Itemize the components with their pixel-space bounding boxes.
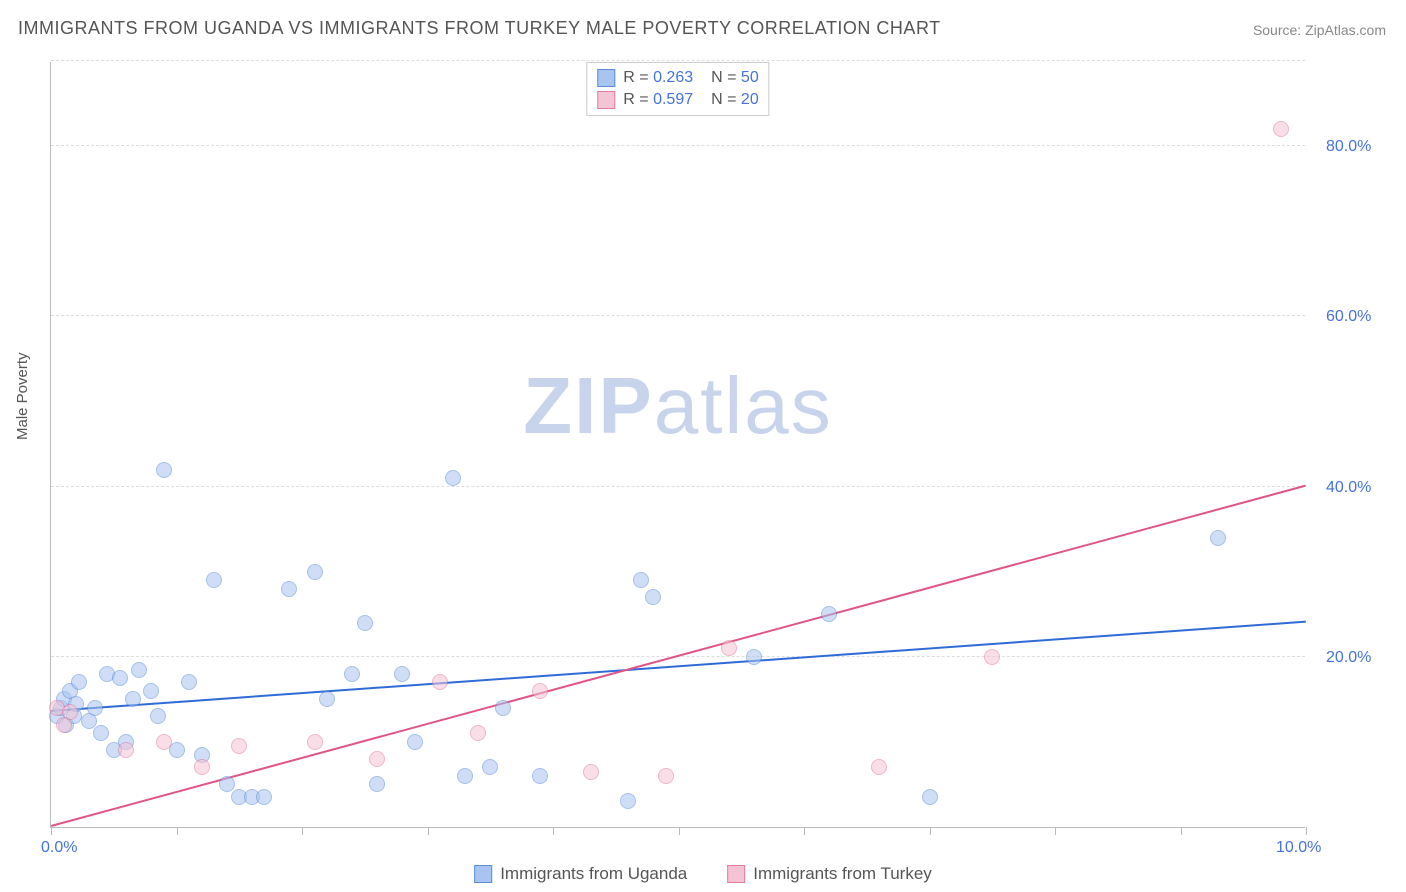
legend-r-label: R = 0.263 xyxy=(623,69,693,87)
data-point xyxy=(112,670,128,686)
data-point xyxy=(181,674,197,690)
data-point xyxy=(445,470,461,486)
data-point xyxy=(394,666,410,682)
data-point xyxy=(821,606,837,622)
data-point xyxy=(746,649,762,665)
data-point xyxy=(369,776,385,792)
data-point xyxy=(432,674,448,690)
data-point xyxy=(93,725,109,741)
data-point xyxy=(231,738,247,754)
x-tick xyxy=(553,827,554,835)
data-point xyxy=(532,768,548,784)
y-tick-label: 20.0% xyxy=(1326,649,1371,667)
data-point xyxy=(307,734,323,750)
data-point xyxy=(307,564,323,580)
legend-series-name: Immigrants from Turkey xyxy=(753,864,932,884)
x-tick xyxy=(302,827,303,835)
data-point xyxy=(156,734,172,750)
scatter-plot: ZIPatlas R = 0.263N = 50R = 0.597N = 20 … xyxy=(50,62,1305,828)
data-point xyxy=(125,691,141,707)
data-point xyxy=(457,768,473,784)
data-point xyxy=(219,776,235,792)
y-axis-label: Male Poverty xyxy=(14,352,31,440)
data-point xyxy=(633,572,649,588)
data-point xyxy=(194,759,210,775)
gridline xyxy=(51,145,1305,146)
data-point xyxy=(71,674,87,690)
series-legend: Immigrants from Uganda Immigrants from Tu… xyxy=(474,864,932,884)
legend-row: R = 0.263 N = 50 xyxy=(597,67,758,89)
data-point xyxy=(118,742,134,758)
data-point xyxy=(143,683,159,699)
chart-title: IMMIGRANTS FROM UGANDA VS IMMIGRANTS FRO… xyxy=(18,18,941,39)
data-point xyxy=(620,793,636,809)
gridline xyxy=(51,315,1305,316)
legend-swatch xyxy=(597,91,615,109)
data-point xyxy=(206,572,222,588)
legend-n-label: N = 20 xyxy=(711,91,759,109)
data-point xyxy=(1210,530,1226,546)
y-tick-label: 40.0% xyxy=(1326,479,1371,497)
watermark-light: atlas xyxy=(654,361,833,450)
legend-item: Immigrants from Uganda xyxy=(474,864,687,884)
data-point xyxy=(1273,121,1289,137)
x-tick xyxy=(51,827,52,835)
data-point xyxy=(156,462,172,478)
data-point xyxy=(407,734,423,750)
y-tick-label: 60.0% xyxy=(1326,308,1371,326)
x-tick xyxy=(1055,827,1056,835)
x-tick xyxy=(679,827,680,835)
x-tick xyxy=(428,827,429,835)
legend-r-label: R = 0.597 xyxy=(623,91,693,109)
legend-series-name: Immigrants from Uganda xyxy=(500,864,687,884)
data-point xyxy=(482,759,498,775)
data-point xyxy=(495,700,511,716)
data-point xyxy=(344,666,360,682)
x-tick xyxy=(1181,827,1182,835)
x-tick-label: 0.0% xyxy=(41,839,77,857)
legend-row: R = 0.597 N = 20 xyxy=(597,89,758,111)
data-point xyxy=(87,700,103,716)
source-label: Source: ZipAtlas.com xyxy=(1253,22,1386,38)
y-tick-label: 80.0% xyxy=(1326,138,1371,156)
data-point xyxy=(922,789,938,805)
trend-line xyxy=(51,621,1306,712)
data-point xyxy=(150,708,166,724)
data-point xyxy=(721,640,737,656)
legend-swatch xyxy=(597,69,615,87)
legend-swatch xyxy=(727,865,745,883)
data-point xyxy=(645,589,661,605)
legend-item: Immigrants from Turkey xyxy=(727,864,932,884)
x-tick-label: 10.0% xyxy=(1276,839,1321,857)
data-point xyxy=(62,704,78,720)
x-tick xyxy=(804,827,805,835)
data-point xyxy=(470,725,486,741)
gridline xyxy=(51,60,1305,61)
data-point xyxy=(532,683,548,699)
data-point xyxy=(658,768,674,784)
data-point xyxy=(984,649,1000,665)
data-point xyxy=(583,764,599,780)
x-tick xyxy=(930,827,931,835)
data-point xyxy=(369,751,385,767)
data-point xyxy=(871,759,887,775)
x-tick xyxy=(1306,827,1307,835)
watermark-bold: ZIP xyxy=(523,361,653,450)
data-point xyxy=(357,615,373,631)
data-point xyxy=(319,691,335,707)
correlation-legend: R = 0.263 N = 50 R = 0.597 N = 20 xyxy=(586,62,769,116)
watermark: ZIPatlas xyxy=(523,360,832,452)
legend-swatch xyxy=(474,865,492,883)
data-point xyxy=(281,581,297,597)
legend-n-label: N = 50 xyxy=(711,69,759,87)
data-point xyxy=(256,789,272,805)
x-tick xyxy=(177,827,178,835)
data-point xyxy=(131,662,147,678)
gridline xyxy=(51,486,1305,487)
